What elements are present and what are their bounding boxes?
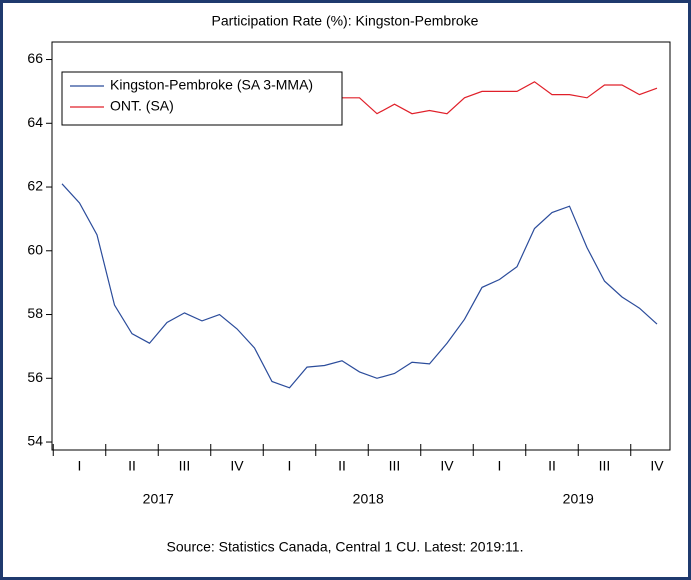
- source-note: Source: Statistics Canada, Central 1 CU.…: [167, 539, 524, 555]
- y-tick-label: 66: [27, 50, 43, 66]
- x-quarter-label: I: [498, 458, 502, 474]
- x-year-label: 2017: [143, 491, 174, 507]
- y-tick-label: 54: [27, 433, 43, 449]
- x-quarter-label: III: [389, 458, 401, 474]
- x-quarter-label: IV: [650, 458, 664, 474]
- y-tick-label: 62: [27, 178, 43, 194]
- x-quarter-label: I: [288, 458, 292, 474]
- y-tick-label: 58: [27, 305, 43, 321]
- y-tick-label: 56: [27, 369, 43, 385]
- x-quarter-label: II: [338, 458, 346, 474]
- x-quarter-label: IV: [440, 458, 454, 474]
- x-quarter-label: I: [78, 458, 82, 474]
- legend-box: [61, 71, 343, 126]
- chart-title: Participation Rate (%): Kingston-Pembrok…: [212, 13, 479, 29]
- y-tick-label: 64: [27, 114, 43, 130]
- series-line: [61, 183, 658, 389]
- y-tick-label: 60: [27, 241, 43, 257]
- plot-frame: [51, 41, 671, 451]
- x-quarter-label: II: [128, 458, 136, 474]
- x-year-label: 2019: [563, 491, 594, 507]
- x-year-label: 2018: [353, 491, 384, 507]
- legend-label: Kingston-Pembroke (SA 3-MMA): [110, 77, 313, 93]
- legend-label: ONT. (SA): [110, 98, 174, 114]
- x-quarter-label: IV: [230, 458, 244, 474]
- series-line: [342, 81, 658, 115]
- x-quarter-label: II: [548, 458, 556, 474]
- x-quarter-label: III: [599, 458, 611, 474]
- x-quarter-label: III: [179, 458, 191, 474]
